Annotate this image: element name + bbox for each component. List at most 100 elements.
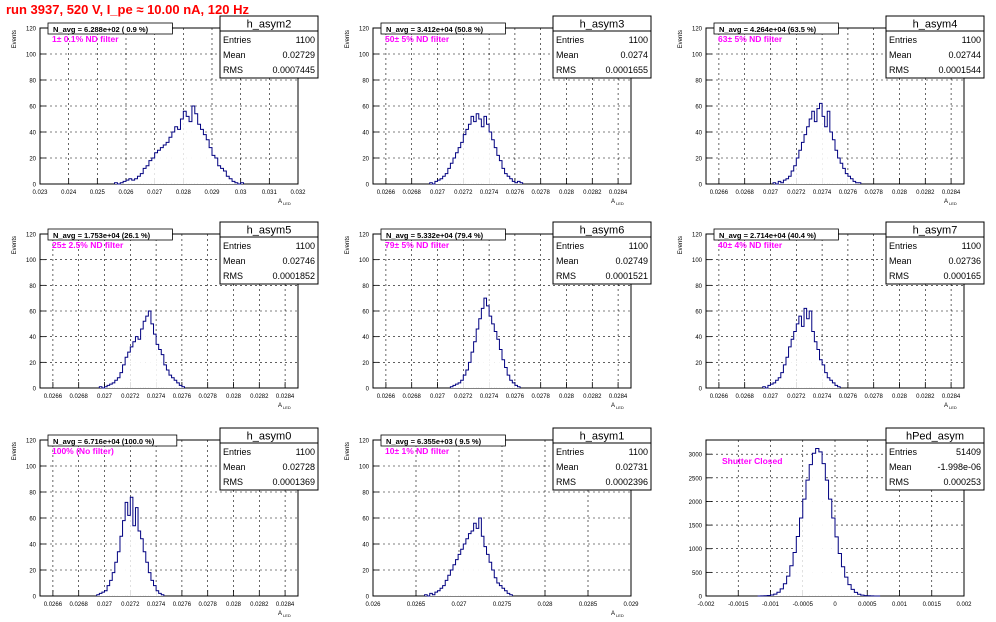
histogram-bin bbox=[486, 554, 490, 596]
histogram-bin bbox=[226, 176, 230, 184]
stats-value: 0.02749 bbox=[615, 256, 648, 266]
histogram-bin bbox=[845, 173, 848, 184]
histogram-bin bbox=[171, 132, 175, 184]
y-tick-label: 120 bbox=[26, 233, 37, 239]
y-tick-label: 80 bbox=[695, 284, 702, 290]
stats-value: 0.02731 bbox=[615, 462, 648, 472]
y-tick-label: 20 bbox=[29, 157, 36, 163]
histogram-bin bbox=[134, 178, 138, 184]
histogram-bin bbox=[494, 331, 497, 388]
histogram-outline bbox=[424, 517, 513, 597]
histogram-bin bbox=[440, 178, 443, 184]
x-tick-label: 0.031 bbox=[262, 190, 278, 196]
y-tick-label: 100 bbox=[692, 258, 703, 264]
histogram-bin bbox=[805, 480, 810, 596]
stats-label: Mean bbox=[223, 50, 246, 60]
x-axis-title: A bbox=[944, 403, 948, 409]
stats-box bbox=[219, 221, 319, 285]
histogram-bin bbox=[434, 181, 438, 184]
histogram-panel: 0 500 1000 1500 2000 2500 3000 -0.002 -0.0015 -0.… bbox=[689, 427, 985, 608]
filter-label: 63± 5% ND filter bbox=[718, 34, 783, 44]
stats-value: 0.0001655 bbox=[605, 65, 648, 75]
histogram-bin bbox=[855, 182, 859, 184]
histogram-bin bbox=[486, 305, 490, 388]
histogram-bin bbox=[476, 328, 479, 388]
histogram-panel: 0 20 40 60 80 100 120 0.0266 0.0268 0.027 0.0272 0.… bbox=[678, 221, 985, 410]
histogram-bin bbox=[158, 349, 162, 388]
x-tick-label: -0.002 bbox=[697, 602, 715, 608]
histogram-bin bbox=[840, 163, 843, 184]
histogram-bin bbox=[130, 346, 133, 388]
x-tick-label: -0.0015 bbox=[728, 602, 749, 608]
histogram-bin bbox=[150, 580, 154, 596]
histogram-bin bbox=[822, 364, 825, 388]
filter-label: Shutter Closed bbox=[722, 456, 782, 466]
histogram-bin bbox=[126, 180, 129, 184]
histogram-bin bbox=[837, 386, 841, 388]
histogram-bin bbox=[151, 158, 155, 184]
histogram-bin bbox=[773, 182, 776, 184]
histogram-bin bbox=[486, 124, 490, 184]
histogram-bin bbox=[789, 565, 794, 596]
histogram-bin bbox=[209, 147, 212, 184]
histogram-bin bbox=[434, 592, 438, 596]
x-tick-label: 0.024 bbox=[61, 190, 77, 196]
y-tick-label: 40 bbox=[362, 543, 369, 549]
stats-label: Mean bbox=[223, 462, 246, 472]
histogram-bin bbox=[773, 382, 776, 388]
y-tick-label: 500 bbox=[692, 571, 703, 577]
histogram-bin bbox=[491, 323, 495, 388]
histogram-bin bbox=[112, 382, 115, 388]
histogram-bin bbox=[780, 182, 784, 184]
stats-box bbox=[885, 15, 985, 79]
x-axis-title: A bbox=[944, 199, 948, 205]
y-tick-label: 20 bbox=[695, 157, 702, 163]
x-tick-label: 0.027 bbox=[97, 602, 113, 608]
x-tick-label: 0.03 bbox=[235, 190, 247, 196]
histogram-bin bbox=[804, 308, 807, 388]
histogram-bin bbox=[835, 536, 839, 596]
x-tick-label: 0.0278 bbox=[865, 394, 884, 400]
histogram-bin bbox=[478, 119, 482, 184]
histogram-bin bbox=[471, 531, 474, 596]
histogram-bin bbox=[114, 380, 118, 388]
x-tick-label: 0.0266 bbox=[710, 394, 729, 400]
filter-label: 40± 4% ND filter bbox=[718, 240, 783, 250]
stats-value: 0.02736 bbox=[948, 256, 981, 266]
histogram-bin bbox=[132, 341, 136, 388]
y-tick-label: 20 bbox=[29, 361, 36, 367]
stats-value: 1100 bbox=[629, 35, 648, 45]
histogram-bin bbox=[783, 364, 786, 388]
stats-value: 1100 bbox=[629, 241, 648, 251]
y-tick-label: 80 bbox=[695, 79, 702, 85]
histogram-bin bbox=[809, 464, 813, 596]
histogram-bin bbox=[489, 132, 492, 184]
stats-value: 0.0002396 bbox=[605, 477, 648, 487]
histogram-bin bbox=[107, 585, 110, 596]
histogram-bin bbox=[174, 126, 178, 184]
stats-box bbox=[219, 427, 319, 491]
histogram-bin bbox=[148, 311, 151, 388]
histogram-bin bbox=[793, 165, 797, 184]
histogram-bin bbox=[137, 176, 141, 184]
histogram-bin bbox=[509, 594, 513, 596]
x-tick-label: 0.0278 bbox=[532, 190, 551, 196]
histogram-bin bbox=[770, 384, 774, 388]
histogram-bin bbox=[809, 119, 812, 184]
histogram-bin bbox=[816, 349, 820, 388]
stats-value: 0.02728 bbox=[282, 462, 315, 472]
stats-label: Entries bbox=[556, 241, 585, 251]
y-tick-label: 20 bbox=[362, 157, 369, 163]
histogram-bin bbox=[504, 367, 508, 388]
stats-label: Mean bbox=[556, 256, 579, 266]
stats-label: Entries bbox=[556, 447, 585, 457]
x-tick-label: 0.0272 bbox=[454, 394, 473, 400]
histogram-bin bbox=[514, 182, 518, 184]
histogram-bin bbox=[811, 111, 815, 184]
histogram-bin bbox=[471, 352, 474, 388]
histogram-bin bbox=[780, 588, 784, 596]
histogram-bin bbox=[811, 331, 815, 388]
stats-box bbox=[219, 15, 319, 79]
histogram-bin bbox=[483, 546, 487, 596]
histogram-bin bbox=[494, 147, 497, 184]
